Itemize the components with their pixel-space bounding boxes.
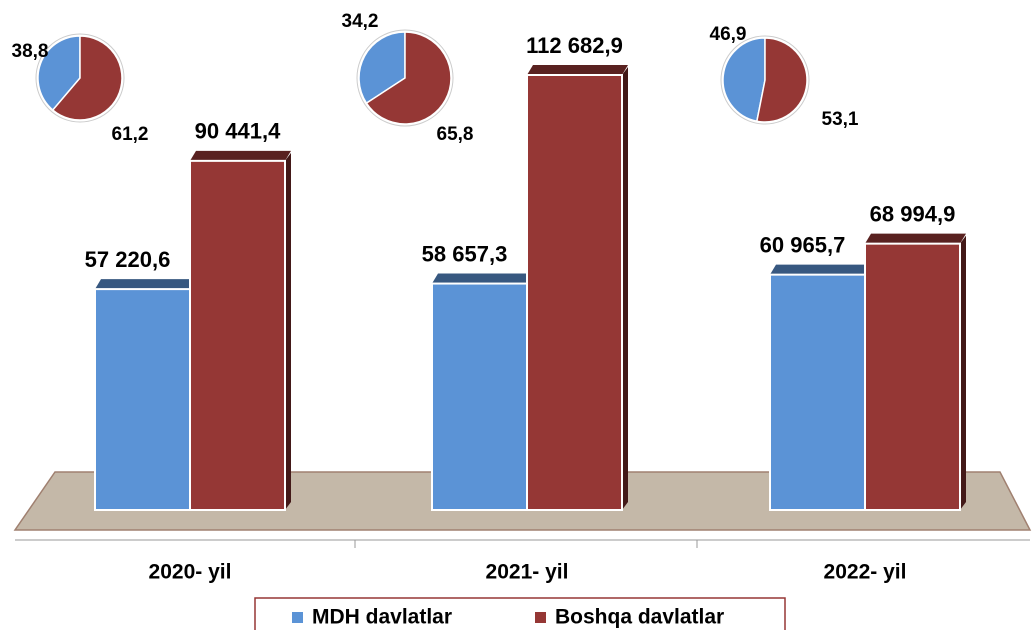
bar-part xyxy=(94,288,191,511)
bar-part xyxy=(960,235,966,510)
bar-part xyxy=(285,152,291,510)
pie-label: 34,2 xyxy=(342,11,379,32)
pie-slice xyxy=(365,31,452,125)
bar-part xyxy=(190,150,291,161)
legend-swatch xyxy=(535,612,546,623)
bar-part xyxy=(769,273,866,511)
bar xyxy=(189,150,291,511)
pie-slice xyxy=(51,35,123,121)
value-label: 60 965,7 xyxy=(760,232,846,257)
x-tick-label: 2020- yil xyxy=(149,561,232,584)
x-tick-label: 2022- yil xyxy=(824,561,907,584)
bar-part xyxy=(770,264,871,275)
bar-part xyxy=(431,282,528,511)
pie-label: 46,9 xyxy=(710,24,747,45)
bar-part xyxy=(526,74,623,511)
bar-part xyxy=(622,67,628,510)
value-label: 57 220,6 xyxy=(85,247,171,272)
value-label: 112 682,9 xyxy=(526,33,623,58)
pie-slice xyxy=(722,37,766,123)
bar xyxy=(864,233,966,511)
pie-slice xyxy=(37,35,81,112)
value-label: 68 994,9 xyxy=(870,201,956,226)
bar xyxy=(431,273,533,511)
x-tick-label: 2021- yil xyxy=(486,561,569,584)
legend-label: MDH davlatlar xyxy=(312,606,452,629)
pie-slice xyxy=(755,37,808,123)
pie-label: 38,8 xyxy=(12,41,49,62)
legend-swatch xyxy=(292,612,303,623)
bar-part xyxy=(527,65,628,75)
value-label: 58 657,3 xyxy=(422,241,508,266)
legend-label: Boshqa davlatlar xyxy=(555,606,724,629)
legend-box xyxy=(254,597,786,630)
pie-label: 61,2 xyxy=(112,124,149,145)
pie-label: 65,8 xyxy=(437,124,474,145)
bar-part xyxy=(189,159,286,511)
value-label: 90 441,4 xyxy=(195,119,281,144)
bar xyxy=(94,279,196,511)
bar-part xyxy=(864,242,961,511)
pie-label: 53,1 xyxy=(822,109,859,130)
bar xyxy=(769,264,871,511)
bar-part xyxy=(865,233,966,244)
bar-part xyxy=(432,273,533,284)
bar-part xyxy=(95,279,196,290)
bar xyxy=(526,65,628,511)
